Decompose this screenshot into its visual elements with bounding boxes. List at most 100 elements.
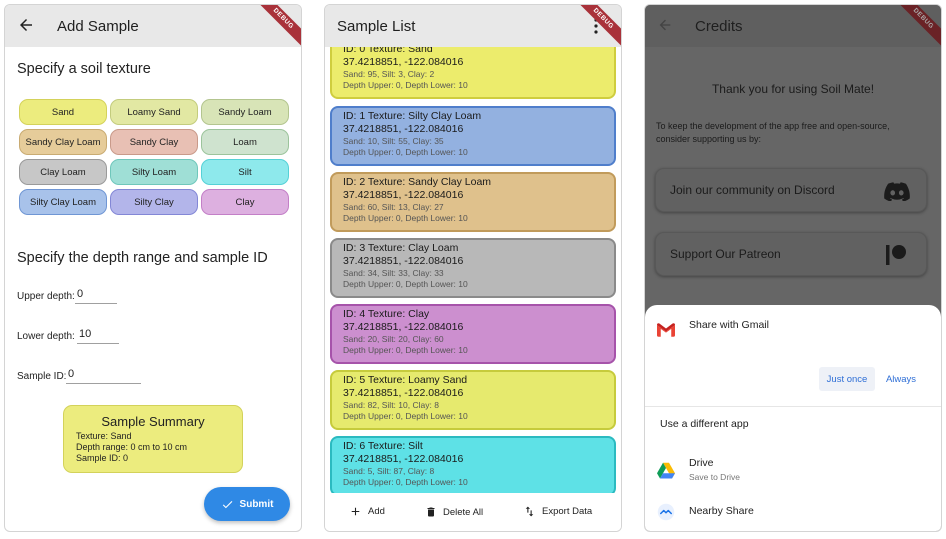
sample-coords: 37.4218851, -122.084016 [343, 321, 464, 333]
debug-banner: DEBUG [250, 5, 301, 52]
texture-label: Loamy Sand [127, 106, 181, 118]
just-once-button[interactable]: Just once [819, 367, 875, 391]
add-sample-screen: Add Sample DEBUG Specify a soil texture … [4, 4, 302, 532]
submit-label: Submit [239, 498, 274, 510]
depth-heading: Specify the depth range and sample ID [17, 250, 268, 266]
patreon-button[interactable]: Support Our Patreon [655, 232, 927, 276]
action-bar: Add Delete All Export Data [325, 493, 621, 531]
texture-label: Clay Loam [40, 166, 86, 178]
texture-button-clay-loam[interactable]: Clay Loam [19, 159, 107, 185]
sample-card[interactable]: ID: 2 Texture: Sandy Clay Loam 37.421885… [330, 172, 616, 232]
texture-button-loam[interactable]: Loam [201, 129, 289, 155]
texture-label: Sandy Loam [218, 106, 272, 118]
page-title: Sample List [337, 18, 416, 35]
sample-composition: Sand: 34, Silt: 33, Clay: 33 [343, 268, 444, 278]
patreon-icon [886, 245, 906, 265]
credits-screen: Credits DEBUG Thank you for using Soil M… [644, 4, 942, 532]
share-bottom-sheet: Share with Gmail Just once Always Use a … [645, 305, 941, 531]
sample-header: ID: 5 Texture: Loamy Sand [343, 374, 468, 386]
share-gmail-option[interactable]: Share with Gmail [689, 319, 769, 331]
texture-button-sandy-clay-loam[interactable]: Sandy Clay Loam [19, 129, 107, 155]
sample-depth: Depth Upper: 0, Depth Lower: 10 [343, 279, 468, 289]
add-button[interactable]: Add [349, 505, 385, 518]
lower-depth-label: Lower depth: [17, 331, 75, 342]
sample-composition: Sand: 95, Silt: 3, Clay: 2 [343, 69, 435, 79]
sample-card[interactable]: ID: 0 Texture: Sand 37.4218851, -122.084… [330, 47, 616, 99]
sample-coords: 37.4218851, -122.084016 [343, 123, 464, 135]
summary-texture: Texture: Sand [76, 431, 132, 441]
discord-label: Join our community on Discord [670, 183, 835, 197]
sample-coords: 37.4218851, -122.084016 [343, 387, 464, 399]
discord-icon [884, 182, 910, 201]
texture-button-sand[interactable]: Sand [19, 99, 107, 125]
sample-composition: Sand: 60, Silt: 13, Clay: 27 [343, 202, 444, 212]
texture-button-silty-clay-loam[interactable]: Silty Clay Loam [19, 189, 107, 215]
sample-depth: Depth Upper: 0, Depth Lower: 10 [343, 345, 468, 355]
sample-card[interactable]: ID: 4 Texture: Clay 37.4218851, -122.084… [330, 304, 616, 364]
sample-composition: Sand: 10, Silt: 55, Clay: 35 [343, 136, 444, 146]
trash-icon [427, 507, 435, 517]
sample-coords: 37.4218851, -122.084016 [343, 189, 464, 201]
sample-list-screen: Sample List DEBUG ID: 0 Texture: Sand 37… [324, 4, 622, 532]
export-data-label: Export Data [542, 506, 593, 517]
texture-label: Sand [51, 106, 75, 118]
sample-list[interactable]: ID: 0 Texture: Sand 37.4218851, -122.084… [325, 47, 621, 493]
texture-grid: Sand Loamy Sand Sandy Loam Sandy Clay Lo… [19, 99, 289, 215]
sample-card[interactable]: ID: 5 Texture: Loamy Sand 37.4218851, -1… [330, 370, 616, 430]
sample-header: ID: 0 Texture: Sand [343, 47, 433, 55]
sample-depth: Depth Upper: 0, Depth Lower: 10 [343, 147, 468, 157]
discord-button[interactable]: Join our community on Discord [655, 168, 927, 212]
texture-label: Clay [235, 196, 255, 208]
sample-header: ID: 1 Texture: Silty Clay Loam [343, 110, 482, 122]
swap-vert-icon [525, 506, 534, 517]
texture-button-loamy-sand[interactable]: Loamy Sand [110, 99, 198, 125]
upper-depth-input[interactable]: 0 [75, 288, 117, 304]
texture-button-sandy-loam[interactable]: Sandy Loam [201, 99, 289, 125]
drive-subtitle: Save to Drive [689, 472, 741, 482]
gmail-icon [657, 323, 675, 337]
delete-all-label: Delete All [443, 506, 484, 518]
nearby-share-icon [657, 503, 675, 521]
sample-header: ID: 4 Texture: Clay [343, 308, 430, 320]
texture-button-silty-clay[interactable]: Silty Clay [110, 189, 198, 215]
texture-label: Silt [238, 166, 252, 178]
sample-coords: 37.4218851, -122.084016 [343, 56, 464, 68]
lower-depth-input[interactable]: 10 [77, 328, 119, 344]
sample-card[interactable]: ID: 1 Texture: Silty Clay Loam 37.421885… [330, 106, 616, 166]
export-data-button[interactable]: Export Data [523, 505, 592, 518]
plus-icon [351, 507, 360, 516]
sample-depth: Depth Upper: 0, Depth Lower: 10 [343, 477, 468, 487]
back-arrow-icon[interactable] [17, 16, 35, 34]
patreon-label: Support Our Patreon [670, 247, 781, 261]
sample-id-label: Sample ID: [17, 371, 67, 382]
sample-list-app-bar: Sample List DEBUG [325, 5, 621, 52]
sample-id-input[interactable]: 0 [66, 368, 141, 384]
summary-depth: Depth range: 0 cm to 10 cm [76, 442, 188, 452]
sample-card[interactable]: ID: 6 Texture: Silt 37.4218851, -122.084… [330, 436, 616, 493]
sample-coords: 37.4218851, -122.084016 [343, 453, 464, 465]
sample-header: ID: 2 Texture: Sandy Clay Loam [343, 176, 492, 188]
debug-banner: DEBUG [890, 5, 941, 52]
sample-summary-card: Sample Summary Texture: Sand Depth range… [63, 405, 243, 473]
submit-button[interactable]: Submit [204, 487, 290, 521]
texture-button-silty-loam[interactable]: Silty Loam [110, 159, 198, 185]
texture-label: Sandy Clay [129, 136, 179, 148]
check-icon [222, 500, 232, 508]
texture-label: Silty Clay Loam [30, 196, 96, 208]
credits-app-bar: Credits DEBUG [645, 5, 941, 52]
add-label: Add [368, 506, 385, 517]
sample-card[interactable]: ID: 3 Texture: Clay Loam 37.4218851, -12… [330, 238, 616, 298]
back-arrow-icon[interactable] [657, 17, 673, 33]
texture-heading: Specify a soil texture [17, 61, 151, 77]
sample-coords: 37.4218851, -122.084016 [343, 255, 464, 267]
drive-name: Drive [689, 457, 714, 469]
texture-button-clay[interactable]: Clay [201, 189, 289, 215]
thanks-message: Thank you for using Soil Mate! [711, 82, 875, 96]
texture-button-silt[interactable]: Silt [201, 159, 289, 185]
summary-id: Sample ID: 0 [76, 453, 129, 463]
google-drive-icon [657, 462, 675, 479]
texture-button-sandy-clay[interactable]: Sandy Clay [110, 129, 198, 155]
always-button[interactable]: Always [885, 373, 917, 385]
sample-depth: Depth Upper: 0, Depth Lower: 10 [343, 411, 468, 421]
delete-all-button[interactable]: Delete All [425, 505, 483, 519]
